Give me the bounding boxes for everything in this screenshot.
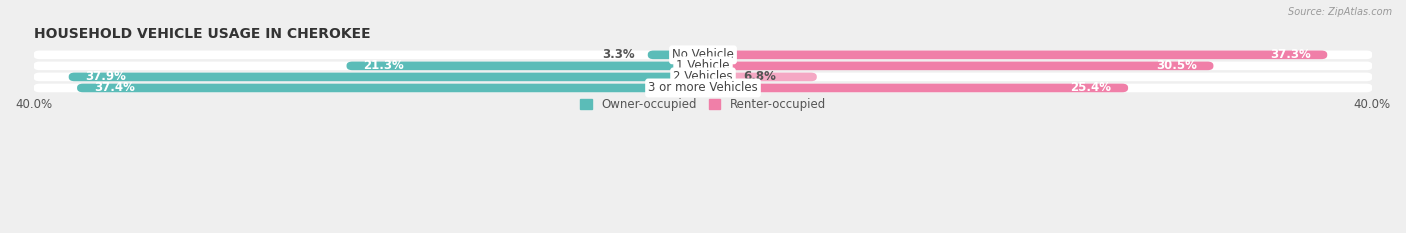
FancyBboxPatch shape bbox=[703, 73, 817, 81]
Text: 21.3%: 21.3% bbox=[363, 59, 404, 72]
FancyBboxPatch shape bbox=[648, 51, 703, 59]
Text: 37.3%: 37.3% bbox=[1270, 48, 1310, 61]
Text: No Vehicle: No Vehicle bbox=[672, 48, 734, 61]
Text: HOUSEHOLD VEHICLE USAGE IN CHEROKEE: HOUSEHOLD VEHICLE USAGE IN CHEROKEE bbox=[34, 27, 370, 41]
Text: 37.4%: 37.4% bbox=[94, 82, 135, 94]
FancyBboxPatch shape bbox=[77, 84, 703, 92]
Text: 1 Vehicle: 1 Vehicle bbox=[676, 59, 730, 72]
FancyBboxPatch shape bbox=[34, 51, 1372, 59]
FancyBboxPatch shape bbox=[34, 84, 1372, 92]
FancyBboxPatch shape bbox=[703, 51, 1327, 59]
FancyBboxPatch shape bbox=[703, 84, 1128, 92]
FancyBboxPatch shape bbox=[703, 62, 1213, 70]
Legend: Owner-occupied, Renter-occupied: Owner-occupied, Renter-occupied bbox=[575, 94, 831, 116]
FancyBboxPatch shape bbox=[34, 62, 1372, 70]
FancyBboxPatch shape bbox=[346, 62, 703, 70]
Text: Source: ZipAtlas.com: Source: ZipAtlas.com bbox=[1288, 7, 1392, 17]
FancyBboxPatch shape bbox=[34, 73, 1372, 81]
Text: 6.8%: 6.8% bbox=[744, 70, 776, 83]
Text: 2 Vehicles: 2 Vehicles bbox=[673, 70, 733, 83]
Text: 37.9%: 37.9% bbox=[86, 70, 127, 83]
Text: 3 or more Vehicles: 3 or more Vehicles bbox=[648, 82, 758, 94]
Text: 25.4%: 25.4% bbox=[1070, 82, 1111, 94]
Text: 30.5%: 30.5% bbox=[1156, 59, 1197, 72]
Text: 3.3%: 3.3% bbox=[602, 48, 634, 61]
FancyBboxPatch shape bbox=[69, 73, 703, 81]
